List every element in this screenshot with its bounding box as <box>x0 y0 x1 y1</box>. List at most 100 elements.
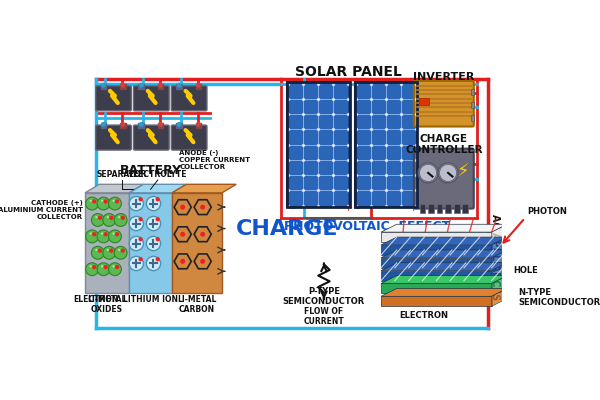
Circle shape <box>197 83 200 87</box>
Circle shape <box>109 230 121 243</box>
Text: FLOW OF
CURRENT: FLOW OF CURRENT <box>304 307 344 326</box>
FancyBboxPatch shape <box>171 86 207 111</box>
Bar <box>428 204 434 213</box>
Polygon shape <box>85 184 143 193</box>
Circle shape <box>155 257 160 261</box>
Circle shape <box>508 277 511 279</box>
Polygon shape <box>381 232 491 242</box>
Text: PHOTON: PHOTON <box>527 208 567 216</box>
Bar <box>120 123 125 128</box>
Text: PHOTOVOLTAIC  EFFECT: PHOTOVOLTAIC EFFECT <box>284 220 450 233</box>
Polygon shape <box>381 258 491 268</box>
Circle shape <box>104 199 108 204</box>
Circle shape <box>112 265 115 268</box>
Text: BATTERY: BATTERY <box>120 164 182 177</box>
Bar <box>158 84 163 89</box>
Text: N-TYPE
SEMICONDUCTOR: N-TYPE SEMICONDUCTOR <box>518 288 600 308</box>
Polygon shape <box>129 193 172 293</box>
Bar <box>445 204 451 213</box>
Circle shape <box>107 216 109 218</box>
Polygon shape <box>491 288 508 306</box>
Circle shape <box>115 199 119 204</box>
FancyBboxPatch shape <box>171 125 207 150</box>
Circle shape <box>508 266 511 268</box>
Circle shape <box>115 232 119 236</box>
Bar <box>356 84 416 206</box>
Bar <box>139 84 144 89</box>
Bar <box>176 123 182 128</box>
Circle shape <box>508 236 511 238</box>
Circle shape <box>508 300 511 302</box>
Polygon shape <box>172 193 222 293</box>
Bar <box>419 204 425 213</box>
Circle shape <box>146 236 161 251</box>
Circle shape <box>129 216 143 231</box>
Circle shape <box>103 246 116 259</box>
Polygon shape <box>172 184 236 193</box>
Circle shape <box>180 232 185 237</box>
Bar <box>454 204 460 213</box>
Circle shape <box>101 200 103 202</box>
Bar <box>437 204 442 213</box>
Circle shape <box>121 248 125 253</box>
Circle shape <box>146 216 161 231</box>
Circle shape <box>95 216 97 218</box>
FancyBboxPatch shape <box>414 81 474 126</box>
Circle shape <box>109 248 113 253</box>
Circle shape <box>140 83 143 87</box>
Bar <box>355 82 418 207</box>
Circle shape <box>129 196 143 211</box>
Bar <box>471 102 475 108</box>
Circle shape <box>121 216 125 220</box>
Circle shape <box>91 246 104 259</box>
Circle shape <box>508 304 511 307</box>
Circle shape <box>129 236 143 251</box>
Text: ELECTROLYTE: ELECTROLYTE <box>128 170 187 178</box>
Circle shape <box>89 265 92 268</box>
Bar <box>355 82 418 207</box>
Bar <box>139 123 144 128</box>
Polygon shape <box>381 288 508 296</box>
Circle shape <box>102 83 105 87</box>
Circle shape <box>419 164 437 182</box>
Circle shape <box>155 197 160 202</box>
Bar <box>101 84 106 89</box>
Circle shape <box>89 200 92 202</box>
Circle shape <box>98 216 102 220</box>
Bar <box>471 90 475 95</box>
Polygon shape <box>129 184 186 193</box>
Circle shape <box>92 199 97 204</box>
Circle shape <box>107 249 109 251</box>
Circle shape <box>197 122 200 126</box>
Polygon shape <box>381 296 491 306</box>
Circle shape <box>178 122 181 126</box>
Bar <box>196 123 201 128</box>
Circle shape <box>101 265 103 268</box>
Text: +: + <box>344 203 353 213</box>
Circle shape <box>508 264 511 266</box>
Circle shape <box>146 196 161 211</box>
Circle shape <box>109 263 121 276</box>
Circle shape <box>118 249 120 251</box>
FancyBboxPatch shape <box>95 125 131 150</box>
Circle shape <box>103 214 116 226</box>
FancyBboxPatch shape <box>133 125 169 150</box>
Polygon shape <box>381 245 491 255</box>
Circle shape <box>97 230 110 243</box>
Polygon shape <box>491 224 508 242</box>
Circle shape <box>508 274 511 277</box>
Circle shape <box>109 216 113 220</box>
FancyBboxPatch shape <box>95 86 131 111</box>
Text: P-TYPE
SEMICONDUCTOR: P-TYPE SEMICONDUCTOR <box>283 287 365 306</box>
Circle shape <box>440 164 457 182</box>
Circle shape <box>155 217 160 222</box>
Circle shape <box>159 83 163 87</box>
Text: HOLE: HOLE <box>513 266 538 275</box>
Circle shape <box>118 216 120 218</box>
FancyBboxPatch shape <box>414 149 474 208</box>
Circle shape <box>92 232 97 236</box>
Text: –: – <box>289 203 295 213</box>
Bar <box>419 98 429 105</box>
Circle shape <box>95 249 97 251</box>
Circle shape <box>200 205 205 210</box>
